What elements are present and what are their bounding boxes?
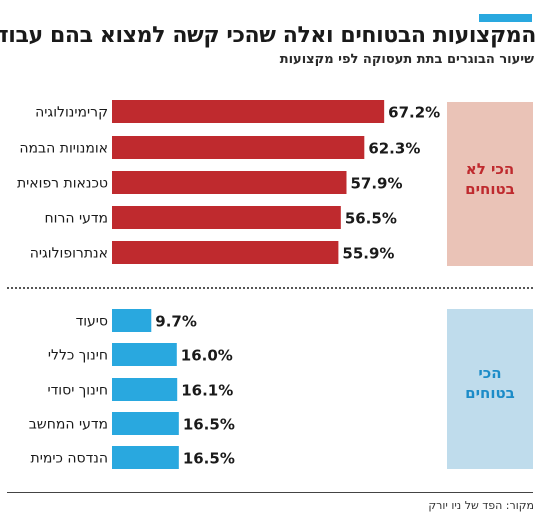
- accent-bar: [480, 14, 533, 22]
- category-label: מדעי הרוח: [45, 211, 109, 227]
- bar: [113, 446, 180, 469]
- bar: [113, 309, 153, 332]
- category-label: קרימינולוגיה: [36, 105, 109, 121]
- group-panel: [448, 309, 534, 469]
- category-label: אנתרופולוגיה: [31, 246, 109, 262]
- value-label: 9.7%: [156, 313, 198, 331]
- group-label: הכי בטוחים: [466, 364, 516, 402]
- group-panel: [448, 102, 534, 266]
- category-label: אומנויות הבמה: [20, 141, 109, 157]
- bar: [113, 412, 180, 435]
- value-label: 16.0%: [182, 347, 234, 365]
- footer-divider: [8, 492, 534, 493]
- bar: [113, 206, 342, 229]
- bar: [113, 241, 340, 264]
- category-label: חינוך יסודי: [49, 383, 109, 399]
- value-label: 16.5%: [184, 450, 236, 468]
- value-label: 67.2%: [389, 104, 441, 122]
- category-label: חינוך כללי: [49, 348, 109, 364]
- group-separator: [8, 287, 534, 289]
- value-label: 56.5%: [346, 210, 398, 228]
- value-label: 57.9%: [351, 175, 403, 193]
- source-note: מקור: הפד של ניו יורק: [429, 499, 535, 512]
- bar: [113, 100, 386, 123]
- bar: [113, 171, 348, 194]
- value-label: 62.3%: [369, 140, 421, 158]
- bar: [113, 378, 179, 401]
- chart-title: המקצועות הבטוחים ואלה שהכי קשה למצוא בהם…: [0, 23, 537, 48]
- category-label: סיעוד: [77, 314, 109, 330]
- category-label: טכנאות רפואית: [18, 176, 109, 192]
- bar: [113, 136, 366, 159]
- group-label: הכי לא בטוחים: [466, 160, 516, 198]
- value-label: 16.1%: [182, 382, 234, 400]
- bar: [113, 343, 178, 366]
- value-label: 16.5%: [184, 416, 236, 434]
- category-label: הנדסה כימית: [32, 451, 109, 467]
- chart-subtitle: שיעור הבוגרים בתת תעסוקה לפי מקצועות: [280, 52, 535, 67]
- category-label: מדעי המחשב: [30, 417, 109, 433]
- value-label: 55.9%: [343, 245, 395, 263]
